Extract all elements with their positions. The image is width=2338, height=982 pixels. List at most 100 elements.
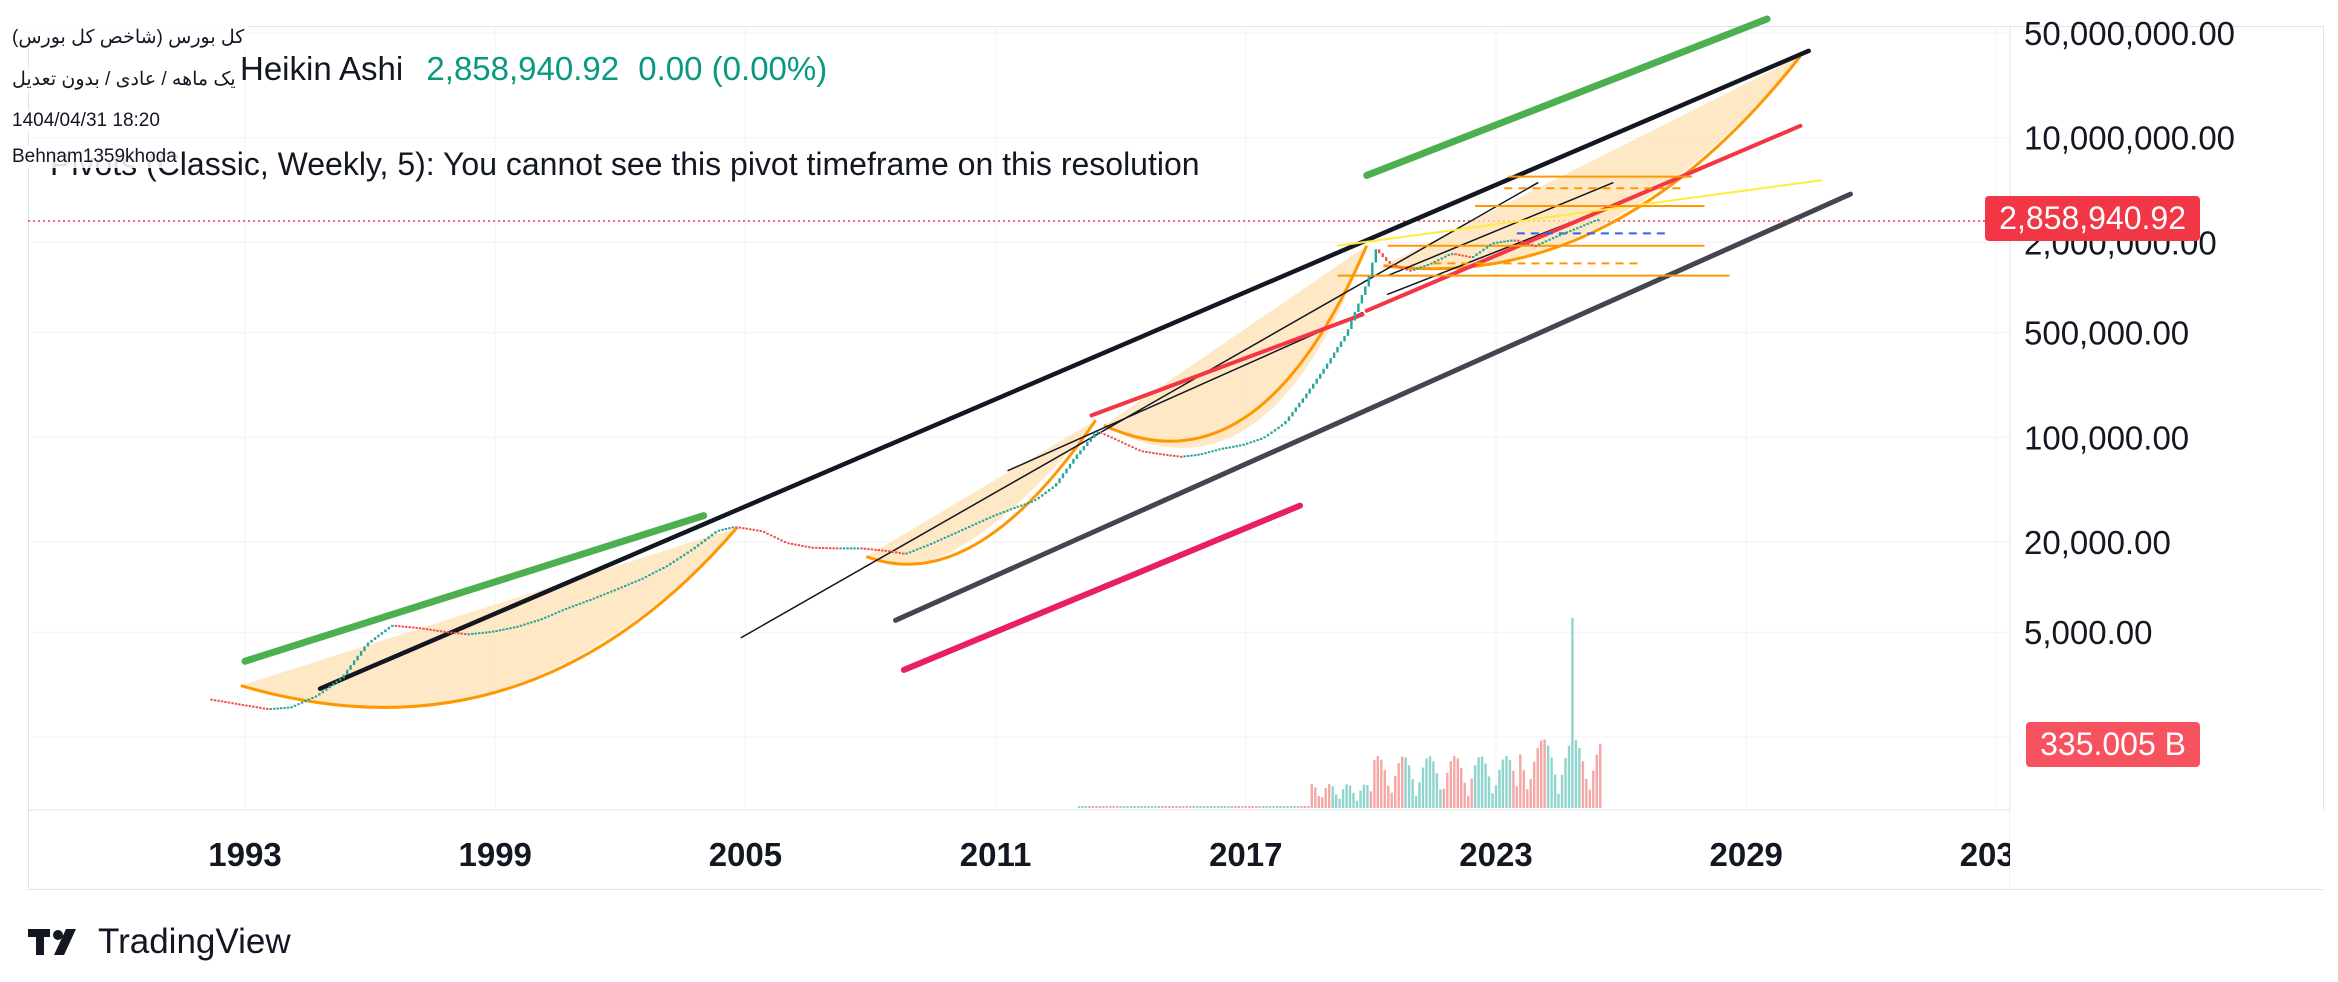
volume-bar: [1571, 618, 1574, 808]
volume-bar: [1140, 806, 1143, 808]
price-candle: [1471, 256, 1475, 258]
price-candle: [1583, 224, 1586, 227]
price-candle: [1079, 450, 1082, 455]
price-candle: [1308, 388, 1311, 394]
price-candle: [1051, 486, 1054, 490]
price-candle: [1391, 263, 1395, 266]
price-series: [210, 219, 1600, 710]
price-candle: [961, 529, 964, 531]
price-candle: [1186, 455, 1190, 457]
volume-bar: [1526, 789, 1529, 808]
volume-bar: [1119, 806, 1122, 808]
volume-bar: [1084, 806, 1088, 808]
price-candle: [300, 701, 304, 704]
chart-legend: Heikin Ashi 2,858,940.92 0.00 (0.00%): [240, 50, 827, 88]
price-candle: [822, 547, 825, 549]
yellow-trend-line: [1336, 179, 1823, 247]
thin-channel-line-4: [1386, 182, 1614, 277]
price-candle: [248, 705, 252, 708]
price-candle: [620, 586, 623, 589]
price-candle: [735, 526, 738, 529]
volume-bar: [1209, 806, 1213, 808]
volume-bar: [1102, 806, 1105, 808]
volume-bar: [1477, 757, 1480, 808]
volume-bar: [1418, 782, 1421, 808]
price-candle: [693, 546, 696, 550]
price-candle: [947, 535, 950, 538]
tradingview-logo[interactable]: TradingView: [28, 922, 291, 962]
price-candle: [1044, 491, 1047, 495]
volume-bar: [1314, 787, 1317, 808]
volume-bar: [1540, 740, 1543, 808]
price-candle: [464, 633, 467, 635]
volume-bar: [1428, 756, 1432, 808]
price-candle: [446, 631, 450, 634]
price-candle: [1315, 378, 1318, 384]
price-candle: [908, 551, 912, 554]
price-candle: [384, 629, 387, 633]
price-candle: [804, 545, 808, 548]
price-candle: [1430, 262, 1433, 265]
price-candle: [679, 556, 682, 559]
price-candle: [1412, 268, 1416, 271]
volume-bar: [1227, 806, 1230, 808]
price-candle: [1232, 445, 1235, 448]
volume-bar: [1091, 806, 1095, 808]
price-candle: [1482, 248, 1485, 252]
volume-bar: [1463, 782, 1466, 808]
volume-bar: [1230, 806, 1234, 808]
volume-bar: [1248, 806, 1251, 808]
cycle-curve-2: [865, 419, 1097, 566]
thin-channel-line-1: [740, 182, 1539, 639]
price-candle: [1454, 253, 1457, 256]
price-candle: [318, 693, 321, 696]
volume-bar: [1157, 806, 1161, 808]
price-candle: [1246, 442, 1249, 445]
chart-frame[interactable]: [28, 26, 2324, 890]
y-tick-label: 20,000.00: [2024, 524, 2171, 561]
price-candle: [1468, 255, 1471, 258]
price-candle: [842, 547, 846, 550]
time-axis[interactable]: 1993 1999 2005 2011 2017 2023 2029 2035: [208, 810, 2324, 889]
volume-bar: [1546, 745, 1550, 808]
price-candle: [582, 601, 585, 604]
volume-bar: [1234, 806, 1237, 808]
price-axis[interactable]: 50,000,000.0010,000,000.002,000,000.0050…: [2024, 15, 2235, 756]
price-candle: [1336, 347, 1339, 353]
price-candle: [1374, 249, 1377, 263]
price-candle: [672, 560, 675, 563]
price-candle: [241, 704, 245, 706]
price-candle: [940, 538, 943, 541]
price-change: 0.00 (0.00%): [638, 50, 828, 87]
y-tick-label: 500,000.00: [2024, 315, 2189, 352]
x-tick-label: 1993: [208, 836, 281, 873]
volume-bar: [1557, 793, 1560, 808]
price-candle: [1263, 436, 1266, 439]
price-candle: [717, 529, 721, 532]
price-candle: [610, 590, 613, 593]
volume-bar: [1241, 806, 1244, 808]
price-candle: [495, 630, 498, 632]
price-candle: [1562, 232, 1565, 235]
price-candle: [297, 703, 300, 706]
price-candle: [373, 637, 377, 640]
price-candle: [776, 537, 780, 540]
volume-bar: [1390, 792, 1393, 808]
volume-bar: [1098, 806, 1101, 808]
axis-corner: [2010, 810, 2324, 889]
price-candle: [1537, 243, 1541, 246]
price-candle: [523, 623, 526, 626]
price-candle: [728, 527, 731, 530]
price-candle: [644, 575, 648, 578]
price-candle: [1360, 295, 1364, 304]
price-candle: [1527, 242, 1530, 245]
price-candle: [1517, 239, 1520, 242]
volume-bar: [1480, 756, 1484, 808]
price-candle: [1096, 431, 1099, 434]
price-candle: [919, 547, 922, 550]
volume-bar: [1136, 806, 1140, 808]
price-candle: [231, 702, 234, 705]
volume-bar: [1105, 806, 1108, 808]
volume-bar: [1574, 740, 1578, 808]
price-candle: [1152, 452, 1155, 455]
